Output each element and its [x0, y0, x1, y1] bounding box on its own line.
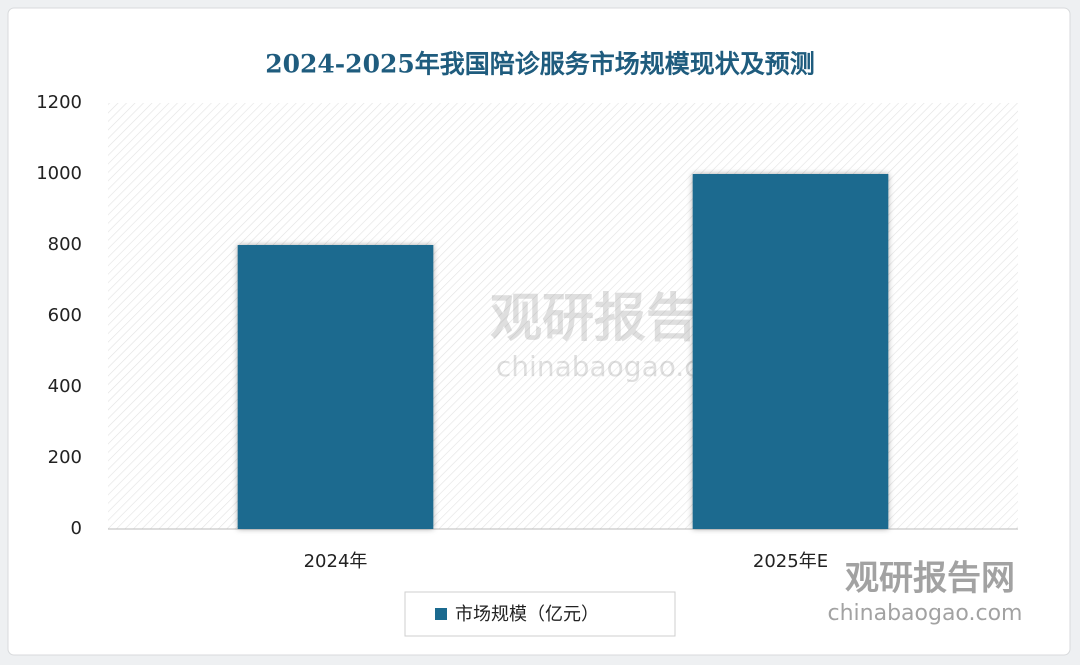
x-tick-label: 2024年: [304, 551, 368, 572]
y-tick-label: 1000: [36, 163, 82, 184]
y-tick-label: 400: [48, 376, 82, 397]
legend-swatch: [435, 608, 447, 620]
watermark-corner: 观研报告网 chinabaogao.com: [828, 559, 1023, 627]
y-tick-label: 800: [48, 234, 82, 255]
bar: [692, 174, 889, 529]
watermark-name: 观研报告网: [845, 559, 1015, 599]
y-tick-label: 200: [48, 447, 82, 468]
x-tick-label: 2025年E: [753, 551, 828, 572]
y-tick-label: 1200: [36, 92, 82, 113]
watermark-url: chinabaogao.com: [828, 601, 1023, 626]
legend-box: [404, 591, 676, 637]
y-tick-label: 0: [71, 518, 82, 539]
bar: [237, 245, 434, 529]
chart-title: 2024-2025年我国陪诊服务市场规模现状及预测: [265, 50, 815, 79]
y-tick-label: 600: [48, 305, 82, 326]
legend-label: 市场规模（亿元）: [455, 604, 599, 625]
